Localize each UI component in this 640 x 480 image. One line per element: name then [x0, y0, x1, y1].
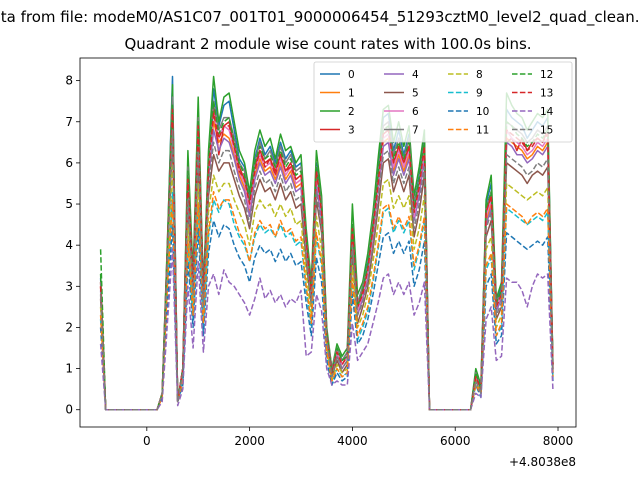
legend-frame: [313, 61, 573, 143]
legend-label-7: 7: [412, 125, 419, 137]
legend-label-13: 13: [540, 88, 553, 100]
x-offset-label: +4.8038e8: [509, 455, 576, 469]
y-tick-label: 8: [65, 74, 73, 88]
legend-label-12: 12: [540, 69, 553, 81]
figure-supertitle: Data from file: modeM0/AS1C07_001T01_900…: [0, 8, 640, 26]
y-axis-ticks: 0 1 2 3 4 5 6 7 8: [65, 74, 80, 417]
legend-label-11: 11: [476, 125, 489, 137]
legend-label-5: 5: [412, 88, 419, 100]
legend-label-3: 3: [348, 125, 355, 137]
y-tick-label: 0: [65, 403, 73, 417]
legend-label-15: 15: [540, 125, 553, 137]
y-tick-label: 7: [65, 115, 73, 129]
y-tick-label: 2: [65, 320, 73, 334]
legend-label-1: 1: [348, 88, 355, 100]
legend-label-10: 10: [476, 106, 489, 118]
series-layer: [99, 75, 554, 411]
chart-title: Quadrant 2 module wise count rates with …: [124, 35, 532, 53]
y-tick-label: 3: [65, 279, 73, 293]
legend-label-0: 0: [348, 69, 355, 81]
series-line-13: [99, 108, 554, 411]
legend-label-2: 2: [348, 106, 355, 118]
x-tick-label: 6000: [440, 434, 471, 448]
y-tick-label: 1: [65, 362, 73, 376]
legend-label-8: 8: [476, 69, 483, 81]
y-tick-label: 4: [65, 238, 73, 252]
x-tick-label: 0: [143, 434, 151, 448]
series-line-15: [99, 129, 554, 411]
x-axis-ticks: 0 2000 4000 6000 8000: [143, 427, 573, 448]
x-tick-label: 2000: [234, 434, 265, 448]
legend-label-6: 6: [412, 106, 419, 118]
x-tick-label: 4000: [337, 434, 368, 448]
series-line-14: [99, 248, 554, 411]
legend-label-4: 4: [412, 69, 419, 81]
y-tick-label: 5: [65, 197, 73, 211]
legend-label-14: 14: [540, 106, 554, 118]
plot-frame: [79, 57, 577, 428]
x-tick-label: 8000: [543, 434, 574, 448]
legend-label-9: 9: [476, 88, 483, 100]
y-tick-label: 6: [65, 156, 73, 170]
